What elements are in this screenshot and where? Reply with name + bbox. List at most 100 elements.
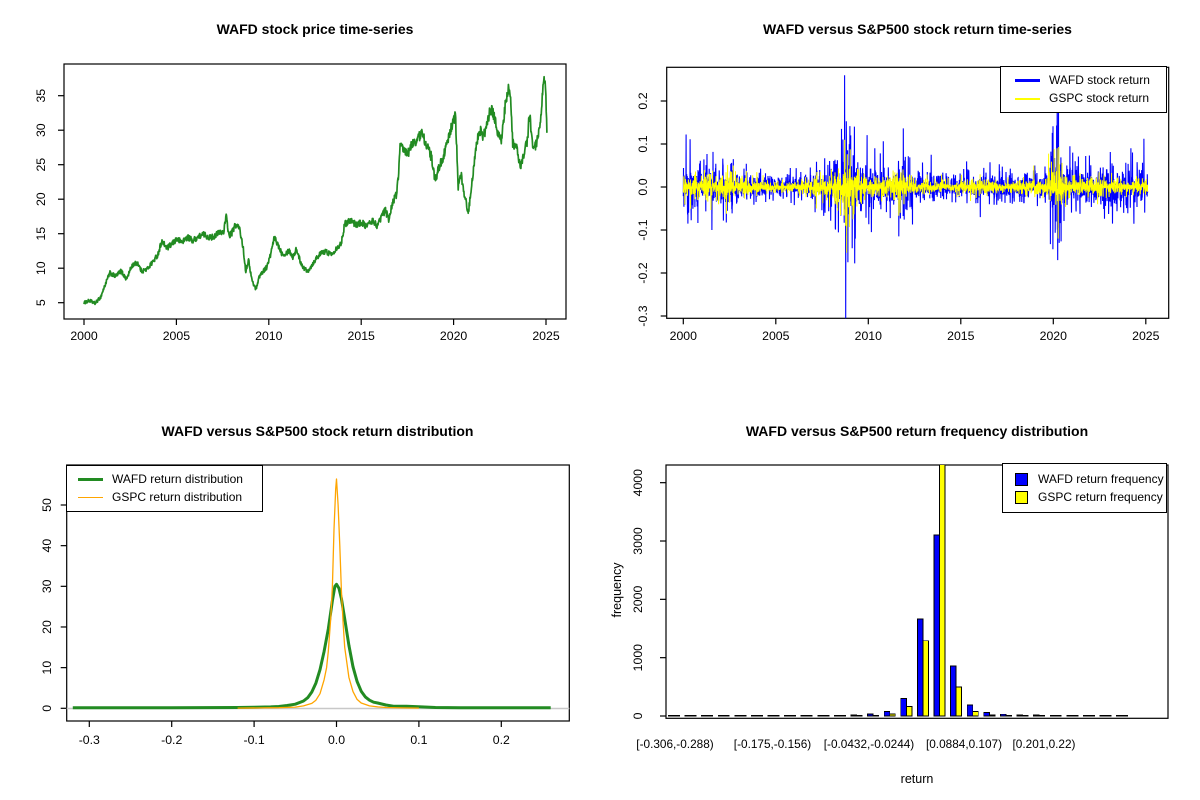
- gspc-frequency-bar: [856, 715, 863, 717]
- return-frequency-chart: 0 1000 2000 3000 4000 [-0.306,-0.288) [-0.175,…: [631, 464, 1169, 751]
- gspc-frequency-bar: [872, 714, 880, 717]
- wafd-frequency-bar: [950, 665, 957, 717]
- gspc-frequency-bar: [690, 715, 697, 717]
- svg-text:-0.3: -0.3: [79, 733, 100, 747]
- frequency-legend: WAFD return frequency GSPC return freque…: [1002, 463, 1167, 513]
- gspc-frequency-bar: [822, 715, 830, 717]
- wafd-frequency-bar: [1082, 715, 1090, 717]
- svg-text:2015: 2015: [348, 329, 376, 343]
- svg-text:0.1: 0.1: [410, 733, 427, 747]
- svg-text:0.2: 0.2: [493, 733, 510, 747]
- wafd-frequency-bar: [833, 715, 841, 717]
- svg-text:30: 30: [34, 123, 48, 137]
- wafd-frequency-bar: [817, 715, 824, 717]
- wafd-frequency-bar: [1099, 715, 1106, 717]
- gspc-frequency-bar: [972, 711, 979, 717]
- gspc-density-curve: [237, 478, 419, 709]
- svg-text:2005: 2005: [762, 329, 790, 343]
- gspc-frequency-bar: [756, 715, 763, 717]
- returns-plot-box: [666, 66, 1170, 319]
- wafd-frequency-bar: [784, 715, 791, 717]
- wafd-frequency-bar: [1049, 715, 1057, 717]
- gspc-return-line: [682, 139, 1149, 253]
- wafd-frequency-bar: [717, 715, 725, 717]
- svg-text:5: 5: [34, 299, 48, 306]
- gspc-frequency-bar: [1121, 715, 1129, 717]
- svg-text:-0.3: -0.3: [636, 305, 650, 326]
- gspc-frequency-bar: [1105, 715, 1112, 717]
- panel-distribution-title: WAFD versus S&P500 stock return distribu…: [161, 423, 474, 439]
- wafd-frequency-bar: [1066, 715, 1073, 717]
- svg-text:-0.2: -0.2: [636, 262, 650, 283]
- gspc-frequency-swatch: [1015, 490, 1028, 504]
- svg-text:40: 40: [40, 539, 54, 553]
- gspc-frequency-bar: [939, 465, 946, 717]
- svg-text:2025: 2025: [1132, 329, 1160, 343]
- returns-legend: WAFD stock return GSPC stock return: [1000, 66, 1167, 113]
- gspc-frequency-bar: [905, 706, 913, 717]
- wafd-frequency-bar: [999, 713, 1007, 717]
- frequency-x-axis-label: return: [900, 772, 934, 786]
- svg-text:35: 35: [34, 89, 48, 103]
- returns-series-group: [682, 75, 1149, 319]
- wafd-frequency-bar: [883, 711, 891, 717]
- legend-item-wafd-distribution: WAFD return distribution: [78, 473, 262, 486]
- svg-text:[-0.306,-0.288): [-0.306,-0.288): [636, 737, 713, 751]
- wafd-frequency-bar: [800, 715, 808, 717]
- wafd-frequency-bar: [933, 534, 940, 717]
- legend-label: GSPC return frequency: [1038, 489, 1163, 504]
- wafd-price-line: [83, 75, 548, 306]
- gspc-frequency-bar: [1055, 715, 1062, 717]
- gspc-frequency-bar: [773, 715, 780, 717]
- gspc-frequency-bar: [922, 640, 929, 717]
- gspc-frequency-bar: [739, 715, 747, 717]
- wafd-frequency-bar: [867, 713, 874, 717]
- svg-text:2020: 2020: [440, 329, 468, 343]
- svg-text:0.2: 0.2: [636, 92, 650, 109]
- wafd-frequency-bar: [916, 618, 924, 717]
- svg-text:2015: 2015: [947, 329, 975, 343]
- wafd-frequency-bar: [667, 715, 675, 717]
- wafd-frequency-bar: [850, 714, 857, 717]
- gspc-frequency-bar: [806, 715, 813, 717]
- svg-text:[-0.0432,-0.0244): [-0.0432,-0.0244): [824, 737, 915, 751]
- svg-text:2025: 2025: [532, 329, 560, 343]
- legend-item-gspc-distribution: GSPC return distribution: [78, 491, 262, 504]
- svg-text:-0.2: -0.2: [161, 733, 182, 747]
- return-timeseries-chart: 0.2 0.1 0.0 -0.1 -0.2 -0.3 2000 2005 2010 2015 202…: [636, 66, 1170, 343]
- svg-text:2005: 2005: [163, 329, 191, 343]
- legend-label: WAFD return distribution: [112, 472, 243, 486]
- gspc-frequency-bar: [1022, 715, 1029, 717]
- legend-label: GSPC stock return: [1049, 91, 1150, 105]
- legend-label: GSPC return distribution: [112, 490, 243, 504]
- svg-text:0.0: 0.0: [636, 178, 650, 195]
- gspc-density-line-swatch: [78, 496, 103, 499]
- svg-text:0: 0: [40, 705, 54, 712]
- gspc-frequency-bar: [1005, 715, 1012, 717]
- legend-label: WAFD return frequency: [1038, 471, 1164, 486]
- wafd-frequency-bar: [767, 715, 774, 717]
- svg-text:0.0: 0.0: [328, 733, 345, 747]
- svg-text:2010: 2010: [855, 329, 883, 343]
- wafd-frequency-bar: [900, 697, 907, 717]
- legend-item-gspc-return: GSPC stock return: [1015, 92, 1166, 105]
- wafd-frequency-bar: [750, 715, 758, 717]
- panel-price-timeseries: WAFD stock price time-series 5 10 15 20 25 30…: [0, 0, 600, 400]
- wafd-frequency-swatch: [1015, 472, 1028, 486]
- svg-text:2000: 2000: [70, 329, 98, 343]
- svg-text:0: 0: [631, 712, 645, 719]
- wafd-density-curve: [72, 582, 551, 710]
- svg-text:25: 25: [34, 158, 48, 172]
- svg-text:1000: 1000: [631, 644, 645, 672]
- wafd-frequency-bar: [966, 704, 974, 717]
- wafd-frequency-bar: [684, 715, 691, 717]
- svg-text:-0.1: -0.1: [243, 733, 264, 747]
- gspc-frequency-bar: [723, 715, 730, 717]
- wafd-frequency-bar: [1016, 714, 1023, 717]
- frequency-y-axis-label: frequency: [610, 562, 624, 618]
- panel-price-title: WAFD stock price time-series: [216, 21, 414, 37]
- wafd-frequency-bar: [983, 712, 990, 717]
- gspc-frequency-bar: [706, 715, 714, 717]
